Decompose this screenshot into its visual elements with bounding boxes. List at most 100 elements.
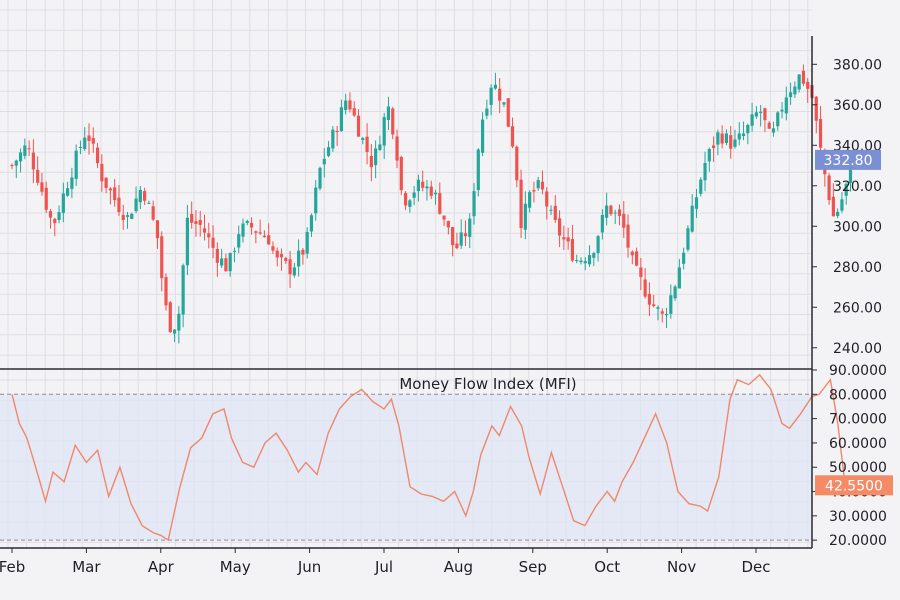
candle-body [801, 70, 806, 84]
candle-body [690, 205, 694, 232]
candle-body [164, 277, 168, 306]
x-tick-label: Nov [667, 558, 696, 576]
mfi-title: Money Flow Index (MFI) [399, 375, 576, 393]
candle-body [335, 130, 339, 133]
candle-body [339, 107, 344, 132]
candle-body [121, 214, 125, 220]
candle-body [160, 236, 164, 279]
candle-body [78, 146, 83, 148]
candle-body [784, 97, 788, 114]
price-tick-label: 380.00 [833, 57, 882, 73]
last-price-badge [815, 149, 881, 170]
candle-body [220, 258, 224, 266]
candle-body [438, 193, 442, 214]
candle-body [468, 218, 472, 237]
candle-body [609, 205, 613, 215]
candle-body [600, 214, 604, 233]
mfi-line [11, 373, 853, 542]
candle-body [729, 135, 733, 149]
mfi-tick-label: 20.0000 [829, 533, 887, 549]
x-tick-label: Sep [519, 558, 547, 576]
mfi-tick-label: 80.0000 [829, 387, 887, 403]
candle-body [711, 145, 716, 149]
candle-body [91, 138, 95, 144]
candle-body [241, 223, 245, 237]
candle-body [44, 187, 48, 210]
candle-body [549, 209, 553, 211]
candle-body [767, 122, 771, 129]
candle-body [403, 193, 408, 206]
candle-body [506, 98, 510, 127]
candle-body [386, 106, 391, 120]
price-tick-label: 360.00 [833, 98, 882, 114]
x-tick-label: Feb [0, 558, 25, 576]
candle-body [707, 148, 711, 162]
candle-body [416, 179, 421, 192]
candle-body [844, 183, 848, 196]
mfi-tick-label: 30.0000 [829, 509, 887, 525]
x-tick-label: Dec [741, 558, 770, 576]
candle-body [780, 109, 784, 112]
candle-body [202, 228, 207, 233]
candle-body [412, 192, 416, 198]
candle-body [840, 199, 844, 211]
candle-body [113, 187, 117, 201]
candle-body [288, 259, 292, 275]
x-tick-label: Mar [72, 558, 101, 576]
candle-body [575, 260, 579, 262]
candle-body [626, 224, 630, 248]
candle-body [155, 220, 160, 239]
candle-body [493, 84, 498, 89]
candle-body [788, 92, 793, 98]
candle-body [669, 295, 673, 314]
candle-body [27, 148, 31, 150]
candle-body [545, 191, 549, 207]
last-mfi-badge [815, 475, 893, 496]
candle-body [168, 302, 172, 333]
candle-body [682, 252, 686, 264]
candle-body [374, 148, 378, 166]
candle-body [23, 145, 27, 156]
candle-body [143, 191, 147, 201]
candle-body [271, 246, 275, 251]
candle-body [613, 212, 617, 214]
candle-body [587, 255, 592, 265]
candle-body [74, 150, 78, 179]
candle-body [510, 126, 515, 147]
price-panel [10, 64, 853, 344]
candle-body [262, 235, 267, 238]
price-tick-label: 240.00 [833, 341, 882, 357]
candle-body [622, 213, 626, 228]
candle-body [249, 222, 254, 228]
candle-body [369, 156, 373, 168]
candle-body [480, 119, 485, 153]
candle-body [399, 156, 403, 191]
candle-body [476, 149, 480, 191]
candle-body [378, 144, 382, 151]
candle-body [848, 163, 853, 183]
candle-body [485, 108, 489, 116]
x-tick-label: Aug [444, 558, 473, 576]
candle-body [433, 192, 438, 195]
candle-body [818, 119, 823, 148]
candle-body [532, 189, 536, 192]
candle-body [66, 188, 70, 196]
candle-body [442, 215, 446, 220]
candle-body [361, 138, 365, 140]
candle-body [523, 203, 527, 230]
x-tick-label: Jun [297, 558, 321, 576]
candle-body [87, 135, 91, 141]
candle-body [228, 253, 232, 272]
candle-body [117, 197, 121, 213]
x-tick-label: Apr [148, 558, 175, 576]
candle-body [108, 188, 112, 191]
candle-body [53, 218, 57, 224]
candle-body [194, 221, 198, 224]
candle-body [647, 293, 652, 305]
candle-body [190, 214, 194, 223]
candle-body [318, 167, 322, 189]
candle-body [754, 112, 758, 117]
candle-body [540, 181, 545, 190]
candle-body [814, 96, 818, 121]
